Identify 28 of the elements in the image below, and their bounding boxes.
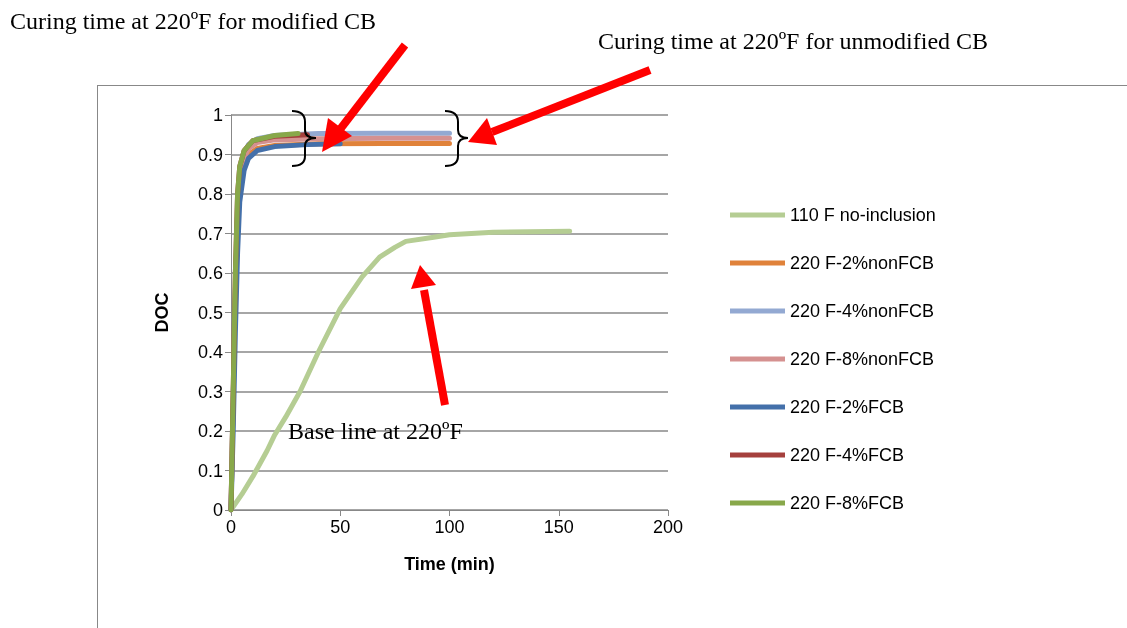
legend-label: 220 F-8%FCB <box>790 493 905 513</box>
y-axis-title: DOC <box>152 292 172 333</box>
text: Curing time at 220ºF for modified CB <box>10 8 377 35</box>
x-tick-label: 0 <box>225 517 237 537</box>
legend-label: 110 F no-inclusion <box>790 205 936 225</box>
y-tick-label: 0 <box>212 500 223 520</box>
x-tick-label: 200 <box>652 517 684 537</box>
legend-label: 220 F-4%FCB <box>790 445 905 465</box>
y-tick-label: 0.5 <box>197 302 223 323</box>
y-tick-label: 0.3 <box>197 381 223 402</box>
annotation: Base line at 220ºF <box>288 418 463 445</box>
y-tick-label: 0.2 <box>197 421 223 441</box>
legend-label: 220 F-4%nonFCB <box>790 301 935 321</box>
legend-label: 220 F-2%FCB <box>790 397 905 417</box>
y-tick-label: 0.7 <box>197 223 223 244</box>
x-tick-label: 50 <box>330 517 351 537</box>
legend-label: 220 F-2%nonFCB <box>790 253 935 273</box>
legend-label: 220 F-8%nonFCB <box>790 349 935 369</box>
text: Curing time at 220ºF for unmodified CB <box>598 28 989 55</box>
y-tick-label: 0.4 <box>197 342 223 362</box>
y-tick-label: 0.9 <box>197 144 223 165</box>
x-tick-label: 150 <box>543 517 574 537</box>
x-axis-title: Time (min) <box>404 554 495 574</box>
y-tick-label: 0.6 <box>197 263 223 283</box>
y-tick-label: 1 <box>212 105 223 125</box>
x-tick-label: 100 <box>434 517 465 537</box>
y-tick-label: 0.8 <box>197 184 223 204</box>
y-tick-label: 0.1 <box>197 460 223 481</box>
